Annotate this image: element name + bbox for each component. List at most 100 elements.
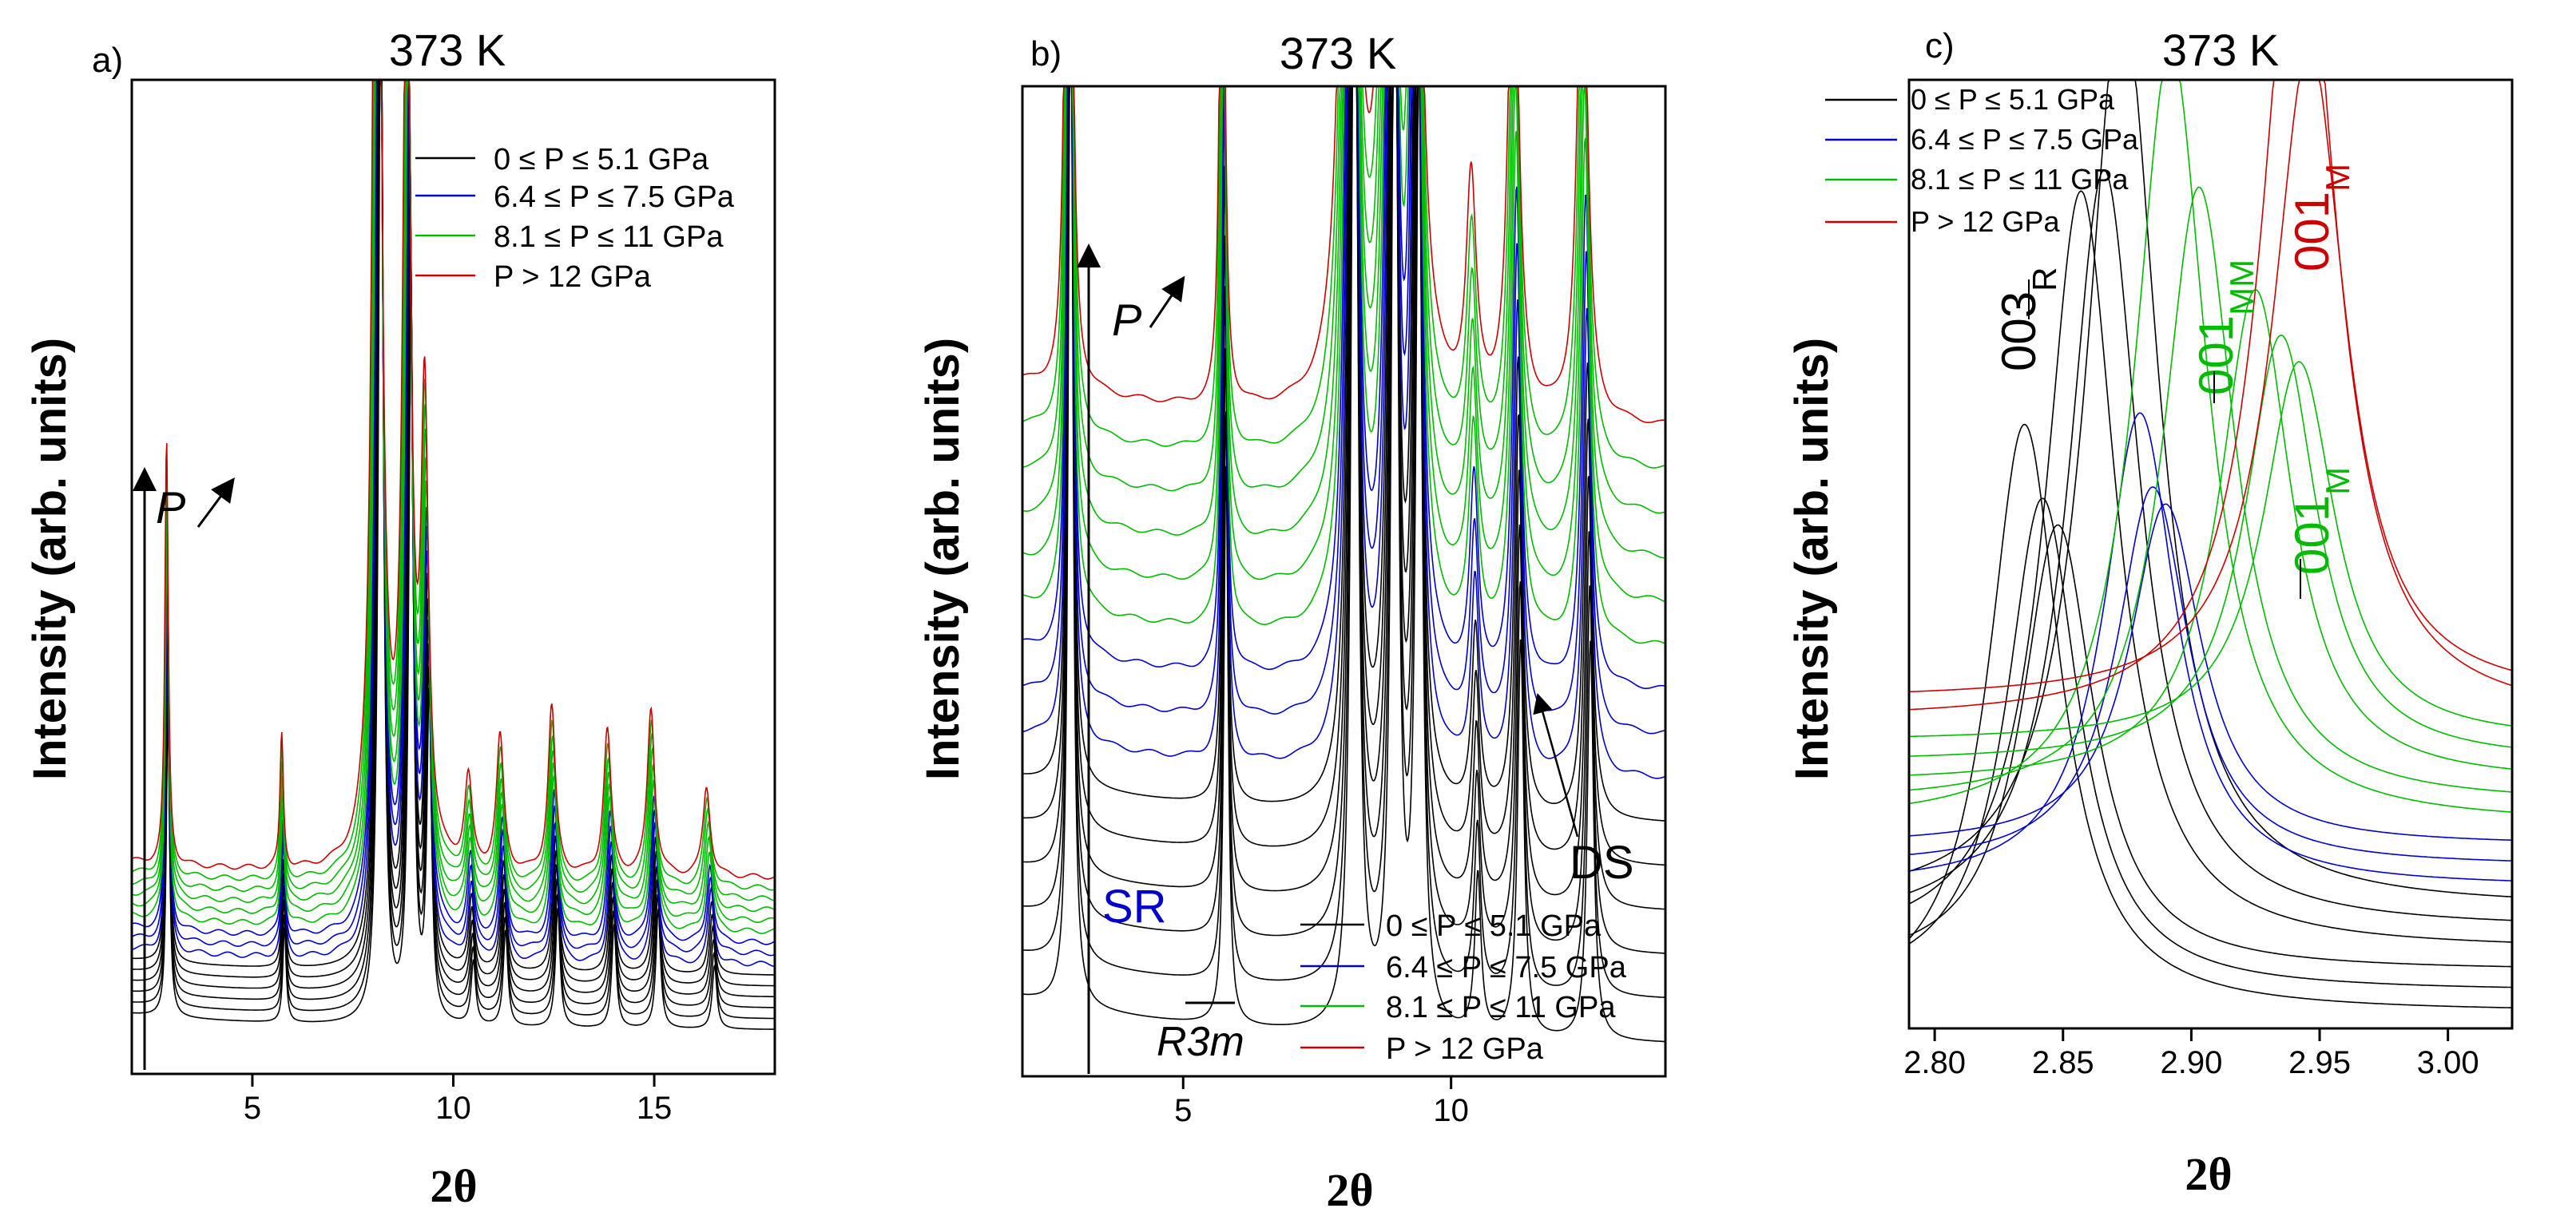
panel-b-legend: 0 ≤ P ≤ 5.1 GPa 6.4 ≤ P ≤ 7.5 GPa 8.1 ≤ … [1300, 909, 1627, 1066]
panel-a-legend: 0 ≤ P ≤ 5.1 GPa 6.4 ≤ P ≤ 7.5 GPa 8.1 ≤ … [415, 143, 735, 294]
peak-001MM-text: 001MM [2189, 259, 2260, 395]
pattern-curve [131, 79, 776, 891]
panel-a-pressure-arrow [196, 477, 235, 528]
panel-a-label: a) [92, 41, 123, 80]
panel-c-legend: 0 ≤ P ≤ 5.1 GPa 6.4 ≤ P ≤ 7.5 GPa 8.1 ≤ … [1825, 83, 2139, 238]
panel-a-title: 373 K [389, 25, 506, 75]
profile-curve [1908, 486, 2512, 862]
x-tick-label: 10 [1433, 1093, 1469, 1128]
profile-curve [1908, 288, 2513, 776]
panel-a-ylabel: Intensity (arb. units) [24, 338, 76, 780]
ds-label: DS [1570, 837, 1634, 889]
pattern-curve [1022, 85, 1665, 998]
panel-c-curves [1908, 79, 2513, 1008]
panel-c-label: c) [1925, 26, 1955, 65]
legend-label-highest: P > 12 GPa [494, 260, 652, 294]
profile-curve [1908, 79, 2513, 897]
profile-curve [1908, 186, 2513, 793]
legend-label-highest: P > 12 GPa [1911, 205, 2060, 238]
pattern-curve [1022, 85, 1666, 866]
pattern-curve [1022, 85, 1666, 954]
profile-curve [1908, 79, 2513, 711]
panel-a-pressure-label: P [156, 482, 185, 533]
profile-curve [1908, 79, 2513, 813]
panel-c-title: 373 K [2162, 25, 2279, 75]
profile-curve [1908, 412, 2512, 881]
panel-b-pressure-arrow [1149, 275, 1185, 328]
legend-label-high: 8.1 ≤ P ≤ 11 GPa [1386, 991, 1616, 1024]
panel-b-label: b) [1030, 34, 1062, 73]
panel-a-xlabel: 2θ [430, 1160, 477, 1212]
profile-curve [1908, 503, 2512, 841]
pattern-curve [132, 79, 776, 998]
pattern-curve [131, 79, 775, 1020]
panel-b-frame [1021, 85, 1667, 1078]
panel-c-xlabel: 2θ [2185, 1148, 2232, 1200]
panel-a-x-axis: 5 10 15 [244, 1074, 673, 1126]
peak-001M-red-text: 001M [2285, 164, 2356, 271]
x-tick-label: 3.00 [2417, 1045, 2479, 1080]
panel-b-title: 373 K [1280, 28, 1396, 78]
profile-curve [1908, 497, 2513, 988]
pattern-curve [132, 79, 775, 1008]
profile-curve [1909, 79, 2513, 693]
pattern-curve [1022, 85, 1666, 735]
pattern-curve [1022, 85, 1665, 1043]
legend-label-highest: P > 12 GPa [1386, 1032, 1544, 1066]
panel-b-x-axis: 5 10 [1174, 1076, 1469, 1128]
pattern-curve [131, 79, 776, 880]
x-tick-label: 5 [244, 1091, 261, 1126]
legend-label-ambient: 0 ≤ P ≤ 5.1 GPa [1911, 83, 2115, 116]
pattern-curve [1022, 85, 1666, 779]
profile-curve [1908, 423, 2513, 1008]
pattern-curve [1022, 85, 1666, 689]
legend-label-intermediate: 6.4 ≤ P ≤ 7.5 GPa [1386, 951, 1627, 984]
peak-003R-label: 003R [1992, 267, 2063, 371]
profile-curve [1908, 190, 2513, 943]
pattern-curve [131, 79, 776, 968]
panel-b-pressure-label: P [1112, 295, 1141, 345]
panel-b: b) 373 K Intensity (arb. units) 5 10 2θ P… [917, 28, 1667, 1216]
legend-label-ambient: 0 ≤ P ≤ 5.1 GPa [1386, 909, 1602, 943]
pattern-curve [132, 79, 775, 976]
pattern-curve [132, 79, 775, 1030]
panel-b-xlabel: 2θ [1326, 1164, 1373, 1216]
profile-curve [1908, 169, 2513, 921]
pattern-curve [131, 79, 776, 923]
pattern-curve [131, 79, 775, 987]
peak-001MM-label: 001MM [2189, 259, 2260, 395]
peak-003R-text: 003R [1992, 267, 2063, 371]
pattern-curve [1022, 85, 1666, 822]
panel-c-x-axis: 2.80 2.85 2.90 2.95 3.00 [1903, 1028, 2479, 1080]
pattern-curve [131, 79, 776, 913]
peak-001M-red-label: 001M [2285, 164, 2356, 271]
legend-label-high: 8.1 ≤ P ≤ 11 GPa [494, 220, 724, 254]
profile-curve [1908, 361, 2513, 738]
panel-c: c) 373 K Intensity (arb. units) 2.80 2.85… [1786, 25, 2514, 1200]
pattern-curve [131, 79, 776, 934]
panel-a-curves [131, 79, 776, 1030]
panel-c-frame [1907, 78, 2514, 1030]
legend-label-intermediate: 6.4 ≤ P ≤ 7.5 GPa [494, 180, 735, 214]
ds-arrow [1533, 692, 1579, 838]
profile-curve [1909, 334, 2513, 757]
legend-label-high: 8.1 ≤ P ≤ 11 GPa [1911, 163, 2129, 196]
pattern-curve [131, 79, 776, 945]
profile-curve [1908, 524, 2512, 968]
panel-b-ylabel: Intensity (arb. units) [917, 338, 969, 780]
peak-001M-green-label: 001M [2285, 467, 2356, 575]
x-tick-label: 2.85 [2032, 1045, 2094, 1080]
pattern-curve [131, 79, 776, 957]
panel-c-ylabel: Intensity (arb. units) [1786, 338, 1838, 780]
sr-label: SR [1102, 881, 1167, 933]
x-tick-label: 15 [637, 1091, 673, 1126]
pattern-curve [1022, 85, 1666, 645]
x-tick-label: 10 [435, 1091, 471, 1126]
panel-a: a) 373 K Intensity (arb. units) 5 10 15 2θ… [24, 25, 776, 1212]
pattern-curve [131, 79, 776, 901]
legend-label-ambient: 0 ≤ P ≤ 5.1 GPa [494, 143, 709, 176]
legend-label-intermediate: 6.4 ≤ P ≤ 7.5 GPa [1911, 123, 2139, 156]
peak-001M-green-text: 001M [2285, 467, 2356, 575]
x-tick-label: 2.90 [2160, 1045, 2222, 1080]
